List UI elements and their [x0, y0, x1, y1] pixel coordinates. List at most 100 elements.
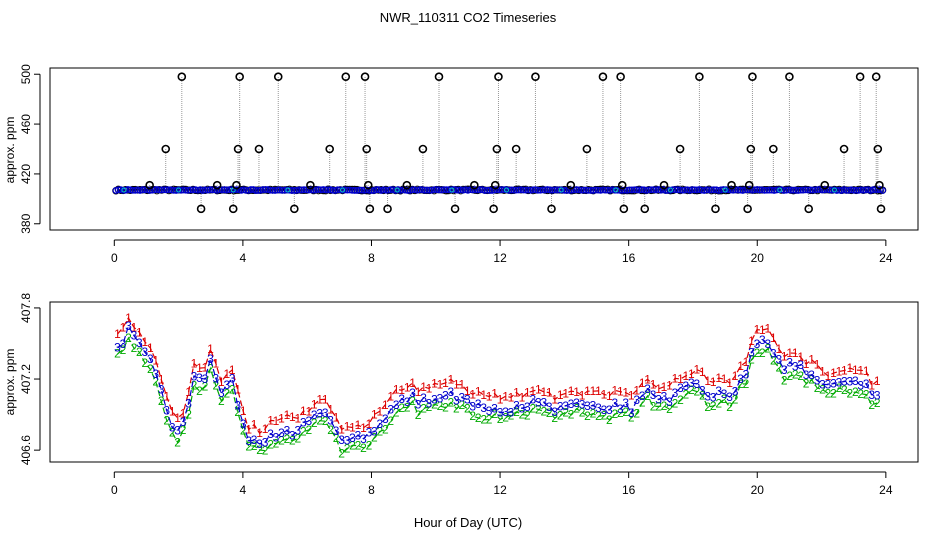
- series-1-marker: 1: [349, 420, 356, 434]
- series-3-marker: 3: [519, 401, 526, 415]
- series-2-marker: 2: [453, 401, 460, 415]
- averaged-point: [782, 186, 790, 194]
- series-3-marker: 3: [442, 389, 449, 403]
- y-tick-label: 406.6: [19, 435, 33, 465]
- series-1-marker: 1: [595, 384, 602, 398]
- series-2-marker: 2: [366, 439, 373, 453]
- outlier-point: [177, 72, 187, 82]
- series-1-marker: 1: [693, 363, 700, 377]
- series-2-marker: 2: [743, 377, 750, 391]
- series-1-marker: 1: [737, 359, 744, 373]
- series-3-marker: 3: [409, 386, 416, 400]
- series-1-marker: 1: [240, 404, 247, 418]
- series-1-marker: 1: [387, 390, 394, 404]
- series-1-marker: 1: [125, 311, 132, 325]
- averaged-point: [698, 186, 706, 194]
- series-1-marker: 1: [131, 320, 138, 334]
- averaged-point: [450, 186, 457, 193]
- series-2-marker: 2: [863, 387, 870, 401]
- series-2-marker: 2: [448, 396, 455, 410]
- series-3-marker: 3: [530, 392, 537, 406]
- averaged-point: [872, 186, 879, 193]
- series-1-marker: 1: [606, 389, 613, 403]
- averaged-point: [218, 186, 226, 194]
- averaged-point: [635, 186, 643, 194]
- series-1-marker: 1: [672, 371, 679, 385]
- series-2-marker: 2: [497, 412, 504, 426]
- series-2-marker: 2: [617, 406, 624, 420]
- outlier-point: [727, 180, 736, 190]
- series-1-marker: 1: [830, 366, 837, 380]
- series-1-marker: 1: [508, 390, 515, 404]
- series-3-marker: 3: [114, 341, 121, 355]
- series-2-marker: 2: [229, 382, 236, 396]
- series-2-marker: 2: [284, 432, 291, 446]
- series-2-marker: 2: [535, 402, 542, 416]
- top-panel-frame: [49, 67, 919, 231]
- series-2-line: [117, 336, 878, 455]
- averaged-point: [582, 186, 590, 194]
- series-2-marker: 2: [213, 379, 220, 393]
- outlier-point: [711, 204, 720, 214]
- series-1-marker: 1: [868, 378, 875, 392]
- averaged-point: [129, 186, 137, 194]
- series-2-marker: 2: [469, 409, 476, 423]
- series-1-marker: 1: [825, 369, 832, 383]
- series-2-marker: 2: [622, 405, 629, 419]
- x-tick-label: 16: [622, 483, 636, 497]
- averaged-point: [676, 186, 684, 194]
- series-2-marker: 2: [327, 423, 334, 437]
- series-3-marker: 3: [431, 393, 438, 407]
- series-1-marker: 1: [601, 387, 608, 401]
- series-2-marker: 2: [628, 411, 635, 425]
- series-3-marker: 3: [245, 434, 252, 448]
- series-1-marker: 1: [836, 365, 843, 379]
- series-1-marker: 1: [814, 358, 821, 372]
- series-2-marker: 2: [169, 425, 176, 439]
- averaged-point: [247, 186, 255, 193]
- averaged-point: [139, 186, 146, 194]
- averaged-point: [295, 186, 303, 194]
- averaged-point: [647, 186, 655, 194]
- series-3-marker: 3: [278, 426, 285, 440]
- averaged-point: [556, 186, 563, 194]
- series-2-marker: 2: [852, 385, 859, 399]
- outlier-point: [490, 180, 500, 190]
- outlier-point: [769, 144, 778, 154]
- series-1-marker: 1: [759, 323, 766, 337]
- series-2-marker: 2: [464, 402, 471, 416]
- series-1-marker: 1: [453, 378, 460, 392]
- outlier-point: [233, 144, 243, 154]
- series-2-marker: 2: [825, 386, 832, 400]
- series-3-marker: 3: [502, 405, 509, 419]
- averaged-point: [708, 186, 715, 194]
- series-3-marker: 3: [475, 397, 482, 411]
- series-1-marker: 1: [611, 383, 618, 397]
- averaged-point: [307, 186, 315, 194]
- outlier-point: [232, 180, 241, 190]
- series-1-marker: 1: [360, 421, 367, 435]
- averaged-point: [790, 186, 797, 194]
- series-3-marker: 3: [262, 435, 269, 449]
- averaged-point: [787, 186, 795, 194]
- outlier-point: [616, 72, 625, 82]
- series-1-marker: 1: [152, 353, 159, 367]
- bottom-panel-x-axis: 0 4 8 12 16 20 24: [111, 471, 893, 497]
- series-1-marker: 1: [699, 365, 706, 379]
- series-2-marker: 2: [382, 423, 389, 437]
- series-3-marker: 3: [661, 390, 668, 404]
- series-1-marker: 1: [180, 406, 187, 420]
- series-1-marker: 1: [562, 386, 569, 400]
- series-3-marker: 3: [240, 417, 247, 431]
- series-1-marker: 1: [196, 361, 203, 375]
- series-1-marker: 1: [590, 384, 597, 398]
- y-tick-label: 407.8: [19, 293, 33, 323]
- series-1-marker: 1: [207, 342, 214, 356]
- series-2-marker: 2: [715, 397, 722, 411]
- averaged-point: [274, 186, 281, 194]
- outlier-point: [743, 204, 752, 214]
- series-1-marker: 1: [300, 404, 307, 418]
- averaged-point: [811, 186, 819, 194]
- series-2-marker: 2: [300, 425, 307, 439]
- filtered-point: [558, 187, 564, 193]
